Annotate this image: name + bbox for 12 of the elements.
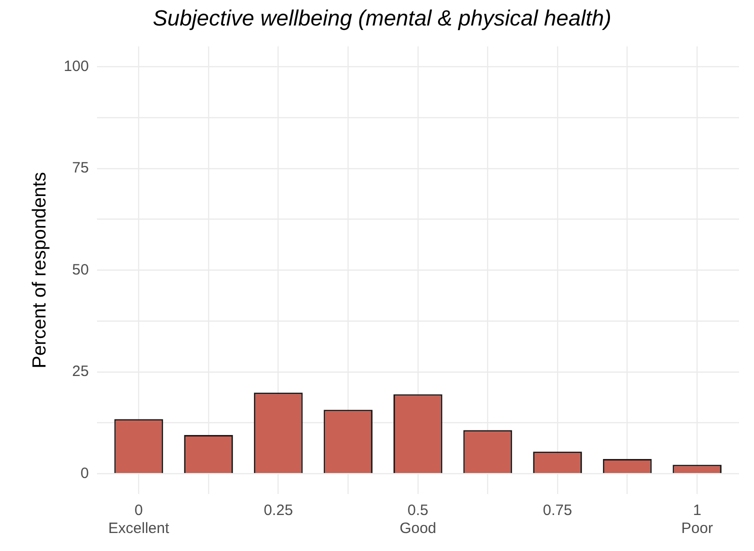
- x-tick-label: 0.25: [264, 502, 293, 520]
- chart-title: Subjective wellbeing (mental & physical health): [152, 5, 612, 30]
- y-axis-title: Percent of respondents: [30, 172, 51, 368]
- y-tick-label: 100: [64, 58, 89, 75]
- y-tick-label: 25: [72, 363, 89, 380]
- x-tick-label: 1 Poor: [681, 502, 713, 538]
- y-tick-label: 0: [80, 464, 89, 482]
- x-tick-label: 0.5 Good: [400, 502, 436, 538]
- x-tick-label: 0.75: [542, 502, 572, 520]
- y-tick-label: 50: [72, 261, 89, 278]
- x-tick-label: 0 Excellent: [108, 502, 170, 538]
- y-tick-label: 75: [72, 160, 89, 177]
